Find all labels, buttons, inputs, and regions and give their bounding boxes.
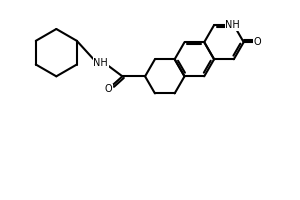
- Text: O: O: [254, 37, 261, 47]
- Text: O: O: [105, 84, 112, 94]
- Text: NH: NH: [226, 20, 240, 30]
- Text: H: H: [230, 20, 237, 29]
- Text: NH: NH: [93, 58, 108, 68]
